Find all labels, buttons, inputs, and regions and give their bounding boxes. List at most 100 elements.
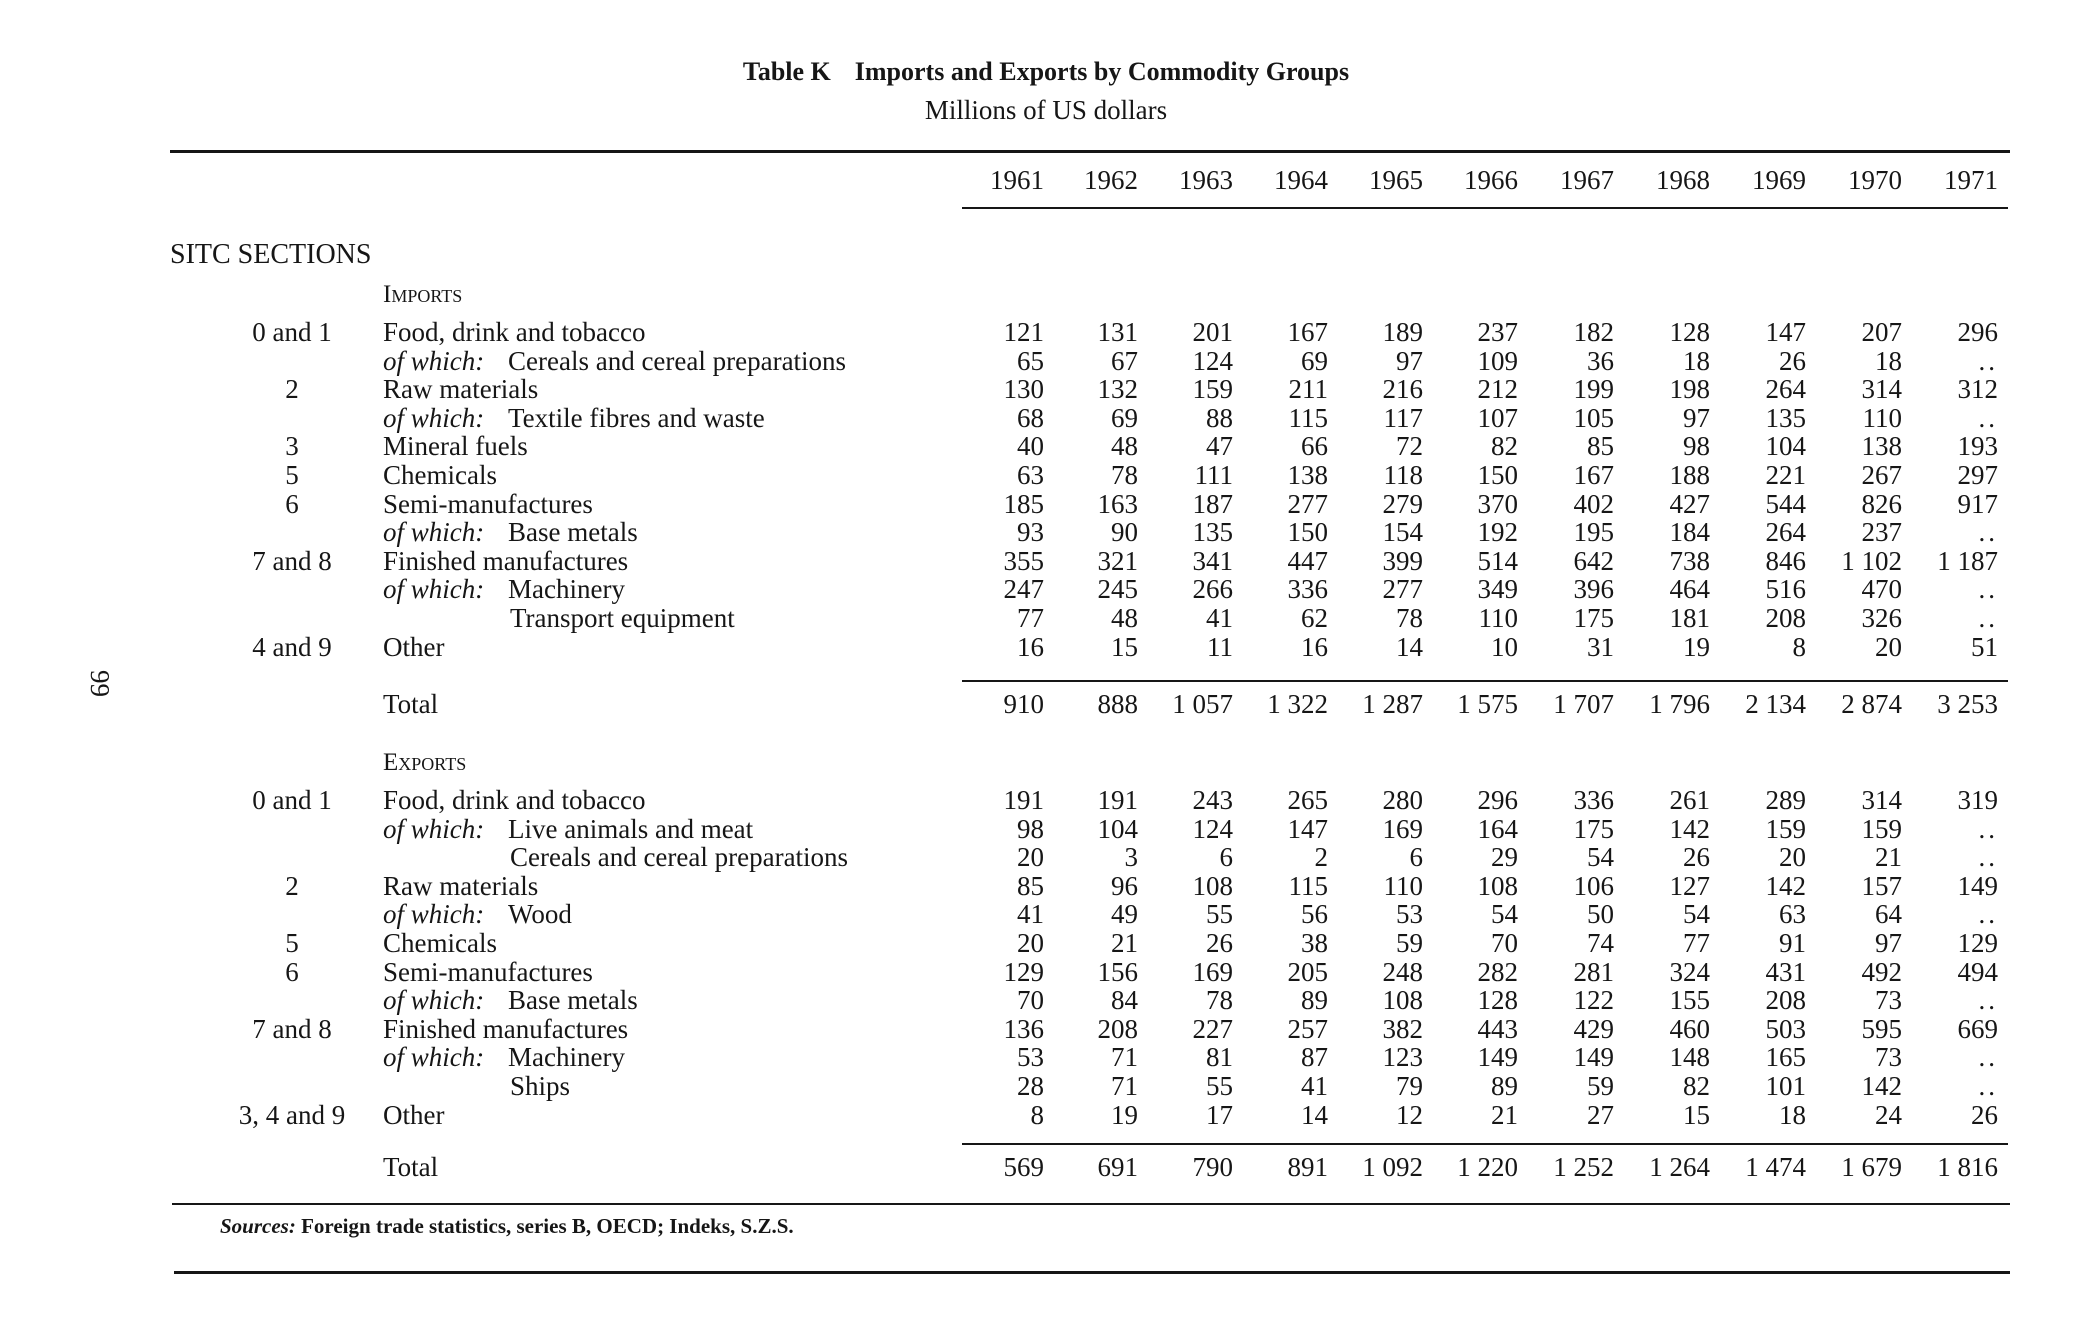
row-label: Food, drink and tobacco xyxy=(383,785,646,815)
exports-total-value: 790 xyxy=(1192,1152,1234,1182)
row-value: .. xyxy=(1978,517,1998,548)
of-which-prefix: of which: xyxy=(383,574,485,605)
table-label: Table K xyxy=(742,57,831,86)
imports-total-value: 910 xyxy=(1003,689,1045,719)
row-value: 122 xyxy=(1573,985,1615,1016)
row-value: 279 xyxy=(1382,488,1424,519)
row-value: 47 xyxy=(1206,431,1233,462)
of-which-prefix: of which: xyxy=(383,899,485,930)
row-code: 0 and 1 xyxy=(252,785,332,815)
row-value: 96 xyxy=(1111,870,1138,901)
row-value: 6 xyxy=(1219,842,1234,873)
row-label: Raw materials xyxy=(383,870,539,901)
row-value: 41 xyxy=(1301,1071,1328,1101)
exports-total-value: 1 474 xyxy=(1745,1152,1806,1182)
exports-total-value: 891 xyxy=(1287,1152,1329,1182)
exports-total-rule xyxy=(962,1143,2008,1145)
row-value: 135 xyxy=(1192,517,1234,548)
row-code: 6 xyxy=(285,488,299,519)
sources-note: Sources: Foreign trade statistics, serie… xyxy=(220,1214,794,1239)
row-value: 184 xyxy=(1669,517,1711,548)
row-value: 89 xyxy=(1491,1071,1518,1101)
row-value: 26 xyxy=(1971,1099,1998,1130)
row-value: 447 xyxy=(1287,545,1329,576)
row-value: 248 xyxy=(1382,956,1424,987)
row-value: 281 xyxy=(1573,956,1615,987)
row-value: 49 xyxy=(1111,899,1138,930)
row-value: 167 xyxy=(1287,317,1329,347)
row-value: 70 xyxy=(1017,985,1044,1016)
row-value: 149 xyxy=(1477,1042,1519,1073)
row-code: 5 xyxy=(285,928,299,958)
row-value: .. xyxy=(1978,345,1998,376)
row-value: 101 xyxy=(1765,1071,1807,1101)
row-value: 142 xyxy=(1669,813,1711,844)
row-value: 159 xyxy=(1861,813,1903,844)
row-value: 149 xyxy=(1957,870,1999,901)
imports-total-value: 1 575 xyxy=(1457,689,1518,719)
row-value: 142 xyxy=(1765,870,1807,901)
row-value: 41 xyxy=(1206,603,1233,633)
row-value: 163 xyxy=(1097,488,1139,519)
row-value: 91 xyxy=(1779,928,1806,958)
row-value: 12 xyxy=(1396,1099,1423,1130)
row-value: 167 xyxy=(1573,460,1615,490)
row-value: 169 xyxy=(1382,813,1424,844)
row-value: .. xyxy=(1978,1071,1998,1101)
row-code: 7 and 8 xyxy=(252,545,332,576)
row-value: 109 xyxy=(1477,345,1519,376)
row-value: 175 xyxy=(1573,603,1615,633)
row-value: 156 xyxy=(1097,956,1139,987)
row-value: 21 xyxy=(1875,842,1902,873)
row-value: 138 xyxy=(1287,460,1329,490)
row-value: 264 xyxy=(1765,517,1807,548)
row-value: 16 xyxy=(1301,631,1328,662)
row-value: 264 xyxy=(1765,374,1807,405)
row-label: Cereals and cereal preparations xyxy=(510,842,849,873)
row-value: 8 xyxy=(1792,631,1807,662)
row-value: 135 xyxy=(1765,402,1807,433)
row-value: 8 xyxy=(1030,1099,1045,1130)
sources-text: Foreign trade statistics, series B, OECD… xyxy=(301,1214,794,1238)
row-value: 159 xyxy=(1765,813,1807,844)
row-value: 104 xyxy=(1097,813,1139,844)
row-value: 18 xyxy=(1875,345,1902,376)
row-value: 216 xyxy=(1382,374,1424,405)
row-value: 10 xyxy=(1491,631,1518,662)
row-value: 150 xyxy=(1477,460,1519,490)
exports-total-label: Total xyxy=(383,1152,439,1182)
bottom-rule-right xyxy=(1470,1203,2010,1205)
row-value: 97 xyxy=(1683,402,1710,433)
row-value: 98 xyxy=(1017,813,1044,844)
row-value: 199 xyxy=(1573,374,1615,405)
row-value: 396 xyxy=(1573,574,1615,605)
row-label: Chemicals xyxy=(383,460,497,490)
bottom-rule xyxy=(172,1203,1470,1205)
imports-heading: Imports xyxy=(383,281,463,308)
row-value: 20 xyxy=(1875,631,1902,662)
row-label: Finished manufactures xyxy=(383,1013,629,1044)
row-value: 54 xyxy=(1683,899,1710,930)
row-value: .. xyxy=(1978,603,1998,633)
row-value: 106 xyxy=(1573,870,1615,901)
page-number: 99 xyxy=(85,670,115,697)
row-value: 516 xyxy=(1765,574,1807,605)
row-value: 26 xyxy=(1206,928,1233,958)
table-title: Table K Imports and Exports by Commodity … xyxy=(0,52,2092,92)
row-value: 826 xyxy=(1861,488,1903,519)
row-label: Mineral fuels xyxy=(383,431,528,462)
row-value: 296 xyxy=(1957,317,1999,347)
row-value: 69 xyxy=(1301,345,1328,376)
row-value: 78 xyxy=(1206,985,1233,1016)
row-value: 18 xyxy=(1683,345,1710,376)
row-value: 36 xyxy=(1587,345,1614,376)
row-value: 142 xyxy=(1861,1071,1903,1101)
row-value: 59 xyxy=(1587,1071,1614,1101)
row-value: 81 xyxy=(1206,1042,1233,1073)
row-value: 212 xyxy=(1477,374,1519,405)
row-value: 108 xyxy=(1382,985,1424,1016)
row-value: 165 xyxy=(1765,1042,1807,1073)
row-value: 19 xyxy=(1683,631,1710,662)
year-header-1967: 1967 xyxy=(1560,165,1614,195)
row-value: 321 xyxy=(1097,545,1139,576)
